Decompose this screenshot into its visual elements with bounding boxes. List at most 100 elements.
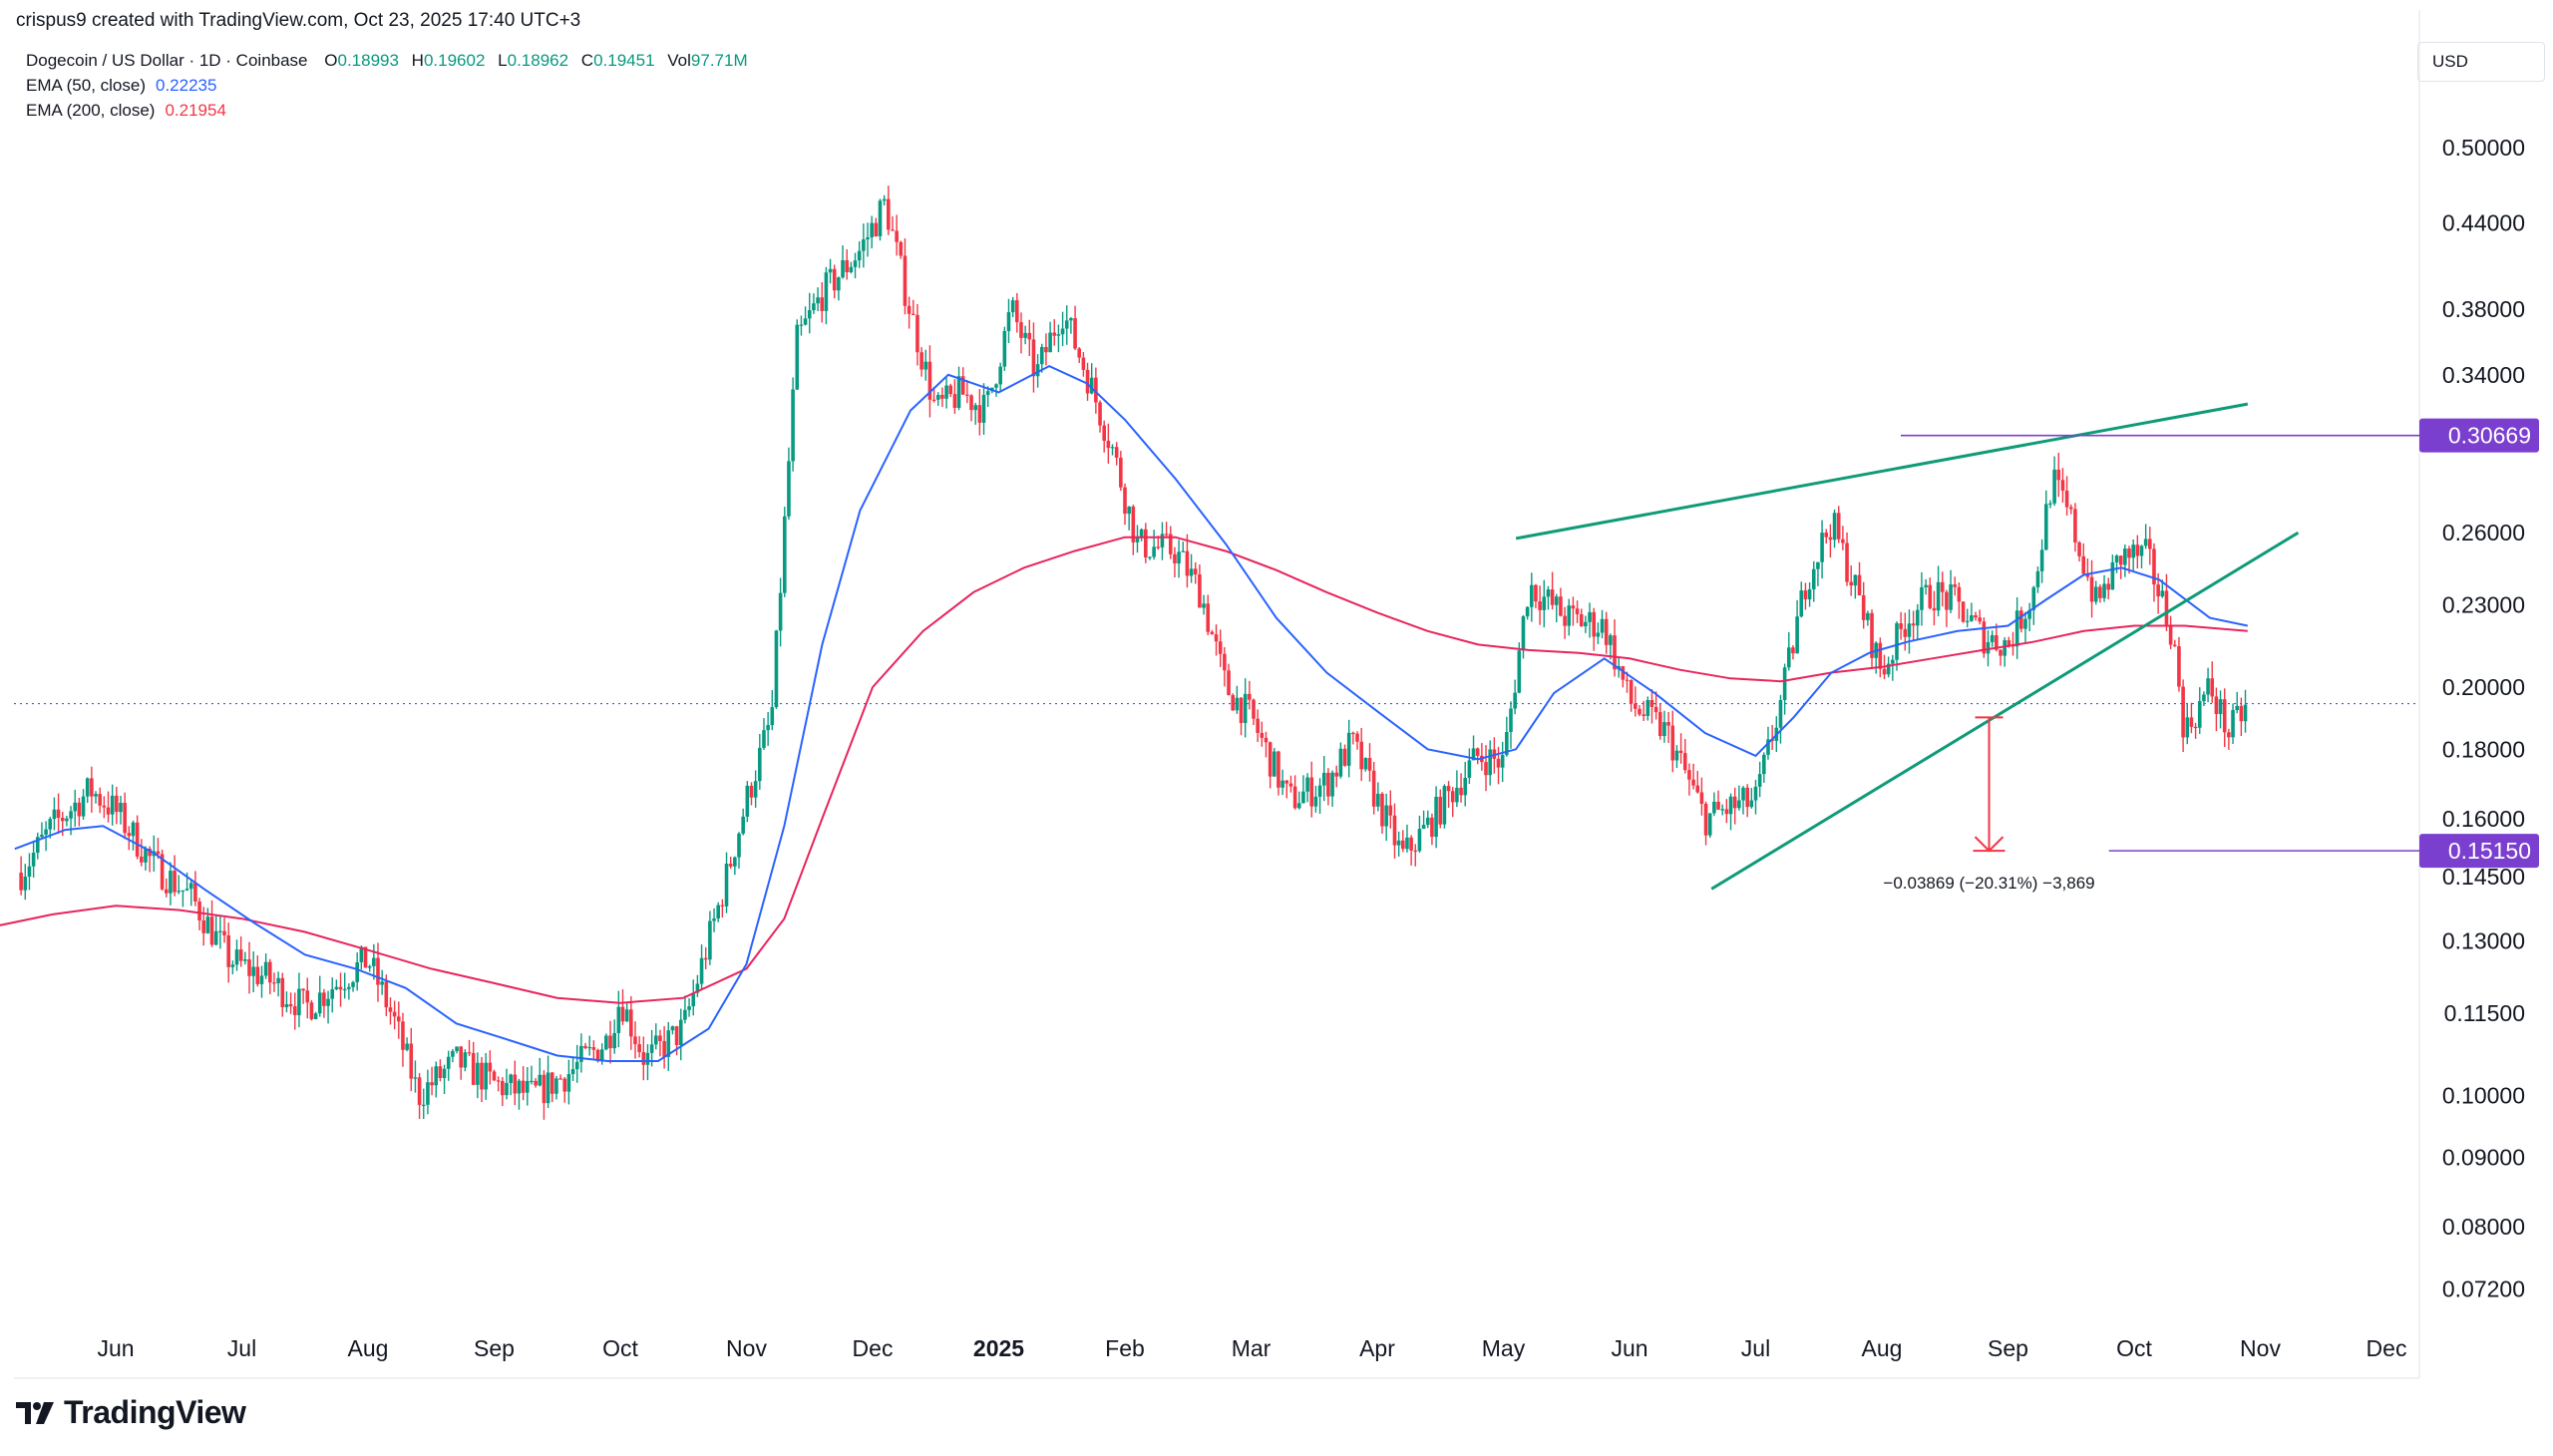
candle	[816, 287, 820, 312]
candle	[1367, 743, 1372, 782]
time-tick-label: Aug	[1862, 1335, 1903, 1361]
candle	[52, 797, 57, 831]
candle	[1421, 810, 1426, 830]
candle	[1218, 629, 1223, 667]
candle	[2102, 574, 2106, 602]
candle	[496, 1076, 501, 1092]
candle	[56, 793, 61, 835]
candle	[476, 1052, 480, 1099]
candle	[492, 1069, 497, 1082]
candle	[434, 1061, 439, 1098]
candle	[2143, 524, 2148, 549]
ema200-label[interactable]: EMA (200, close)	[26, 101, 156, 120]
candle	[1866, 610, 1870, 626]
candle	[521, 1066, 526, 1101]
candle	[380, 969, 384, 995]
candle	[1131, 505, 1136, 555]
candle	[263, 953, 268, 979]
candle	[317, 975, 322, 1017]
currency-selector[interactable]: USD	[2417, 42, 2545, 82]
candle	[2172, 639, 2177, 647]
candle	[1874, 640, 1878, 674]
candle	[2052, 456, 2056, 507]
time-axis[interactable]: Jun Jul Aug Sep Oct Nov Dec 2025 Feb Mar Apr May Jun…	[97, 1335, 2406, 1361]
candle	[653, 1023, 658, 1050]
candle	[1604, 611, 1609, 654]
candle	[1924, 578, 1928, 595]
candle	[513, 1060, 518, 1106]
candle	[969, 394, 973, 422]
candle	[1243, 678, 1248, 738]
symbol-title[interactable]: Dogecoin / US Dollar · 1D · Coinbase	[26, 51, 308, 70]
candle	[1334, 765, 1339, 788]
candle	[608, 1020, 612, 1064]
candle	[1795, 599, 1799, 654]
candle	[1198, 564, 1202, 608]
candle	[2031, 585, 2036, 625]
candle	[27, 853, 32, 891]
price-tick-label: 0.23000	[2442, 592, 2525, 618]
candle	[1475, 747, 1480, 765]
candle	[2039, 539, 2044, 583]
candle	[1417, 815, 1422, 854]
candle	[1816, 561, 1820, 586]
candle	[396, 1001, 401, 1039]
candle	[758, 733, 762, 790]
candle	[1500, 741, 1505, 783]
candle	[1346, 719, 1351, 778]
upper-trendline[interactable]	[1515, 402, 2249, 541]
candle	[313, 1011, 318, 1020]
candle	[446, 1050, 451, 1081]
candle	[169, 862, 173, 906]
candle	[1181, 542, 1186, 552]
symbol-row[interactable]: Dogecoin / US Dollar · 1D · Coinbase O0.…	[26, 48, 748, 73]
candle	[641, 1036, 646, 1081]
candle	[1903, 612, 1908, 651]
candle	[574, 1044, 579, 1083]
candle	[542, 1070, 547, 1120]
candle	[1629, 679, 1634, 712]
candle	[1392, 803, 1397, 859]
candle	[426, 1069, 430, 1115]
candle	[184, 872, 189, 892]
lower-trendline[interactable]	[1710, 531, 2300, 891]
candle	[678, 1008, 683, 1061]
candle	[1301, 775, 1305, 804]
time-tick-label: Sep	[1988, 1335, 2028, 1361]
candle	[645, 1044, 650, 1081]
candle	[1351, 731, 1355, 745]
ema200-legend-row[interactable]: EMA (200, close) 0.21954	[26, 98, 748, 123]
candle	[139, 839, 144, 867]
candle	[1886, 656, 1891, 678]
candle	[1732, 787, 1737, 825]
candle	[359, 945, 364, 970]
candle	[1292, 775, 1297, 810]
candle	[1384, 793, 1388, 842]
candle	[1737, 785, 1741, 811]
candle	[1359, 728, 1363, 782]
candle	[824, 266, 829, 325]
candle	[683, 995, 687, 1024]
candle	[1252, 698, 1256, 725]
volume-label: Vol	[667, 51, 691, 70]
candle	[944, 377, 948, 409]
candle	[981, 383, 986, 435]
candle	[583, 1042, 587, 1050]
tradingview-logo[interactable]: TradingView	[16, 1394, 246, 1431]
candle	[1662, 710, 1666, 743]
candle	[1317, 778, 1322, 814]
candle	[554, 1075, 558, 1100]
candle	[1450, 787, 1455, 818]
ema50-label[interactable]: EMA (50, close)	[26, 76, 146, 95]
candle	[1168, 526, 1173, 559]
candle	[1044, 333, 1048, 366]
candle	[724, 852, 729, 913]
time-tick-label: Sep	[474, 1335, 515, 1361]
ema50-legend-row[interactable]: EMA (50, close) 0.22235	[26, 73, 748, 98]
candle	[1592, 607, 1597, 651]
candle	[1695, 771, 1700, 794]
price-axis[interactable]: 0.50000 0.44000 0.38000 0.34000 0.26000 0.230…	[2442, 135, 2525, 1301]
candle	[1060, 311, 1065, 347]
candle	[1123, 483, 1127, 526]
